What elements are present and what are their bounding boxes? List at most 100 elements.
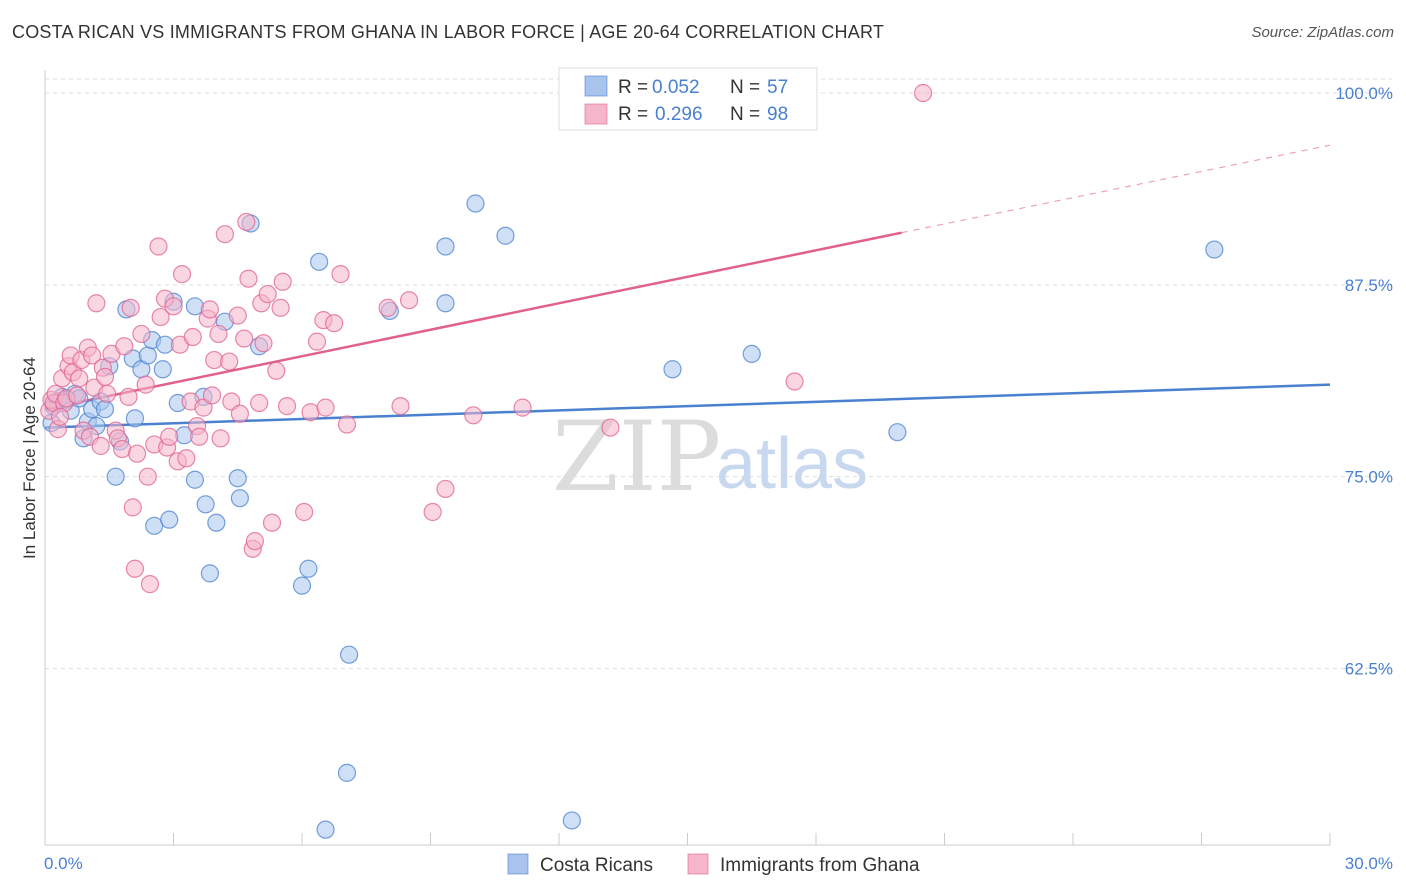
ghana-point <box>183 327 202 347</box>
ghana-point <box>68 386 87 405</box>
legend-swatch-blue <box>584 75 608 97</box>
ghana-point <box>307 332 327 351</box>
bottom-legend: Costa Ricans Immigrants from Ghana <box>507 853 920 876</box>
costa-rican-point <box>207 513 226 532</box>
ghana-point <box>316 398 335 417</box>
costa-rican-point <box>496 226 515 245</box>
trend-lines <box>44 144 1331 429</box>
ghana-point <box>121 298 140 317</box>
watermark-zip: ZIP <box>552 401 721 513</box>
ghana-point <box>250 393 269 413</box>
ghana-point <box>119 387 138 406</box>
ghana-point <box>277 396 297 416</box>
x-tick-label-min: 0.0% <box>44 854 83 873</box>
ghana-point <box>70 369 89 388</box>
legend-r-label: R = <box>618 104 648 125</box>
legend-n-label: N = <box>730 104 760 125</box>
ghana-point <box>164 297 183 316</box>
ghana-point <box>222 392 241 411</box>
ghana-point <box>200 300 220 319</box>
ghana-point <box>273 272 292 291</box>
legend-n-value-pink: 98 <box>767 104 788 125</box>
costa-rican-point <box>888 423 907 442</box>
costa-rican-point <box>160 510 179 529</box>
y-axis-label: In Labor Force | Age 20-64 <box>20 357 39 559</box>
costa-rican-point <box>230 489 249 508</box>
bottom-legend-label-blue: Costa Ricans <box>540 855 653 876</box>
source-label: Source: ZipAtlas.com <box>1251 24 1394 41</box>
legend-r-label: R = <box>618 77 648 98</box>
ghana-point <box>123 498 142 517</box>
ghana-point <box>228 306 247 325</box>
ghana-point <box>151 307 170 327</box>
costa-rican-point <box>562 811 581 830</box>
ghana-point <box>194 398 213 417</box>
costa-rican-point <box>185 297 205 316</box>
costa-rican-point <box>153 360 172 379</box>
ghana-point <box>235 329 254 348</box>
ghana-point <box>172 265 192 284</box>
ghana-point <box>513 398 532 417</box>
ghana-point <box>98 384 117 403</box>
ghana-point <box>337 415 357 434</box>
axes <box>44 70 1331 846</box>
legend-n-value-blue: 57 <box>767 77 788 98</box>
ghana-point <box>91 436 110 456</box>
ghana-point <box>220 352 239 371</box>
trend-line-extension-pink <box>901 144 1331 234</box>
bottom-legend-swatch-blue <box>507 853 529 875</box>
costa-rican-point <box>436 294 455 313</box>
costa-rican-point <box>196 495 215 514</box>
y-tick-label: 75.0% <box>1345 468 1393 487</box>
series-pink <box>40 83 933 594</box>
ghana-point <box>601 418 620 437</box>
ghana-point <box>209 324 228 344</box>
costa-rican-point <box>1205 240 1224 259</box>
gridlines <box>45 78 1392 670</box>
ghana-point <box>87 294 106 313</box>
ghana-point <box>423 502 442 522</box>
ghana-point <box>136 375 155 394</box>
watermark-atlas: atlas <box>716 424 868 504</box>
legend-swatch-pink <box>584 103 608 125</box>
costa-rican-point <box>125 409 145 428</box>
ghana-point <box>112 439 132 459</box>
legend-n-label: N = <box>730 77 760 98</box>
ghana-point <box>301 403 320 422</box>
ghana-point <box>211 429 230 448</box>
ghana-point <box>913 83 933 103</box>
series-blue <box>42 194 1224 839</box>
ghana-point <box>239 269 258 288</box>
ghana-point <box>125 559 145 578</box>
ghana-point <box>262 513 282 532</box>
ghana-point <box>399 291 419 310</box>
costa-rican-point <box>138 346 157 365</box>
ghana-point <box>325 314 344 333</box>
costa-rican-point <box>742 344 761 364</box>
costa-rican-point <box>200 564 220 583</box>
costa-rican-point <box>310 252 329 271</box>
ghana-point <box>205 350 224 370</box>
chart-title: COSTA RICAN VS IMMIGRANTS FROM GHANA IN … <box>12 22 885 42</box>
ghana-point <box>391 396 410 416</box>
watermark: ZIP atlas <box>552 401 868 513</box>
ghana-point <box>160 427 179 446</box>
ghana-point <box>140 575 160 594</box>
costa-rican-point <box>106 467 125 486</box>
data-points <box>40 83 1224 839</box>
ghana-point <box>215 225 234 244</box>
ghana-point <box>149 237 168 256</box>
ghana-point <box>95 367 115 387</box>
ghana-point <box>230 404 249 423</box>
ghana-point <box>464 406 483 425</box>
ghana-point <box>127 444 147 463</box>
costa-rican-point <box>185 470 205 489</box>
legend-r-value-pink: 0.296 <box>655 104 703 125</box>
ghana-point <box>132 324 151 344</box>
y-tick-labels: 62.5% 75.0% 87.5% 100.0% <box>1335 84 1393 678</box>
ghana-point <box>295 502 314 522</box>
ghana-point <box>271 298 290 317</box>
x-tick-labels: 0.0% 30.0% <box>44 854 1393 873</box>
ghana-point <box>190 427 209 446</box>
